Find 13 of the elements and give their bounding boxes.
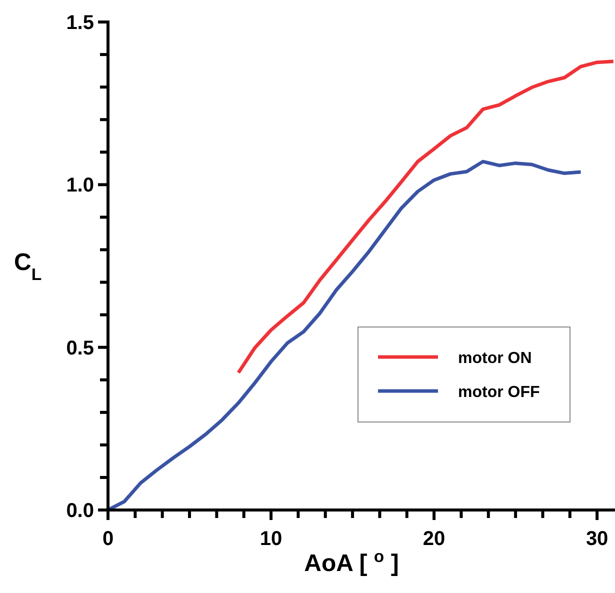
y-tick-label: 1.0 (66, 174, 94, 197)
x-axis-title: AoA [ $^{o}$ ] (304, 546, 399, 577)
legend-label: motor OFF (458, 384, 540, 401)
y-tick-label: 1.5 (66, 12, 94, 34)
x-tick-label: 10 (260, 528, 282, 550)
legend-label: motor ON (458, 350, 532, 367)
line-series (236, 60, 615, 374)
y-axis-title: C$_{L}$ (14, 249, 42, 284)
y-tick-label: 0.0 (66, 500, 94, 522)
x-tick-label: 30 (586, 528, 608, 550)
x-tick-label: 20 (422, 528, 446, 550)
y-tick-label: 0.5 (66, 337, 94, 360)
x-tick-label: 0 (102, 528, 114, 550)
